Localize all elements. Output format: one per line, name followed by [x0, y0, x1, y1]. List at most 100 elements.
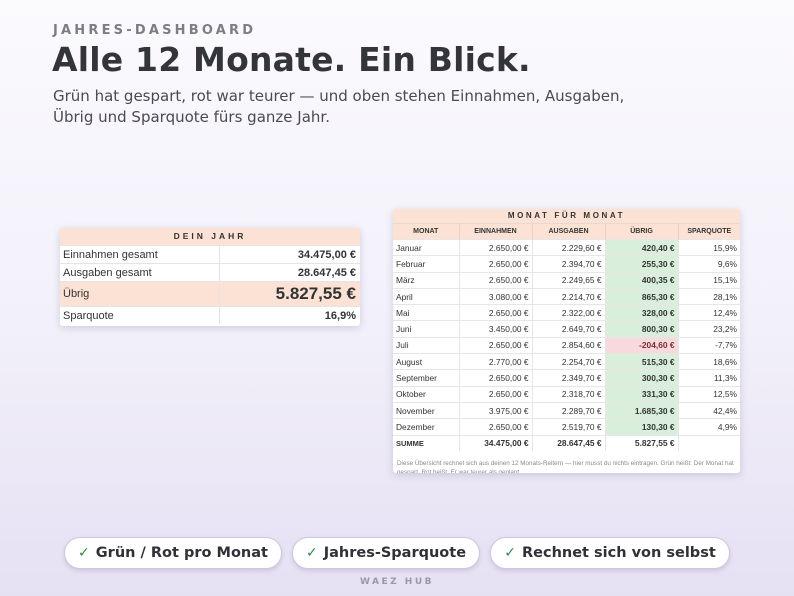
month-cell: Juni [393, 320, 460, 338]
month-row: Juli 2.650,00 €2.854,60 € -204,60 € -7,7% [393, 336, 740, 354]
income-cell: 2.770,00 € [459, 353, 533, 370]
expenses-cell: 2.322,00 € [532, 304, 606, 321]
leftover-cell: 130,30 € [605, 418, 679, 436]
income-cell: 3.080,00 € [459, 287, 533, 305]
expenses-cell: 2.318,70 € [532, 385, 606, 403]
month-table: MONAT EINNAHMEN AUSGABEN ÜBRIG SPARQUOTE… [393, 223, 740, 451]
expenses-cell: 2.649,70 € [532, 320, 606, 338]
leftover-cell: -204,60 € [605, 336, 679, 354]
summary-row-income: Einnahmen gesamt 34.475,00 € [60, 245, 360, 263]
month-row: Februar 2.650,00 €2.394,70 €255,30 €9,6% [393, 255, 740, 273]
column-header-savings-rate: SPARQUOTE [678, 223, 740, 240]
check-icon: ✓ [78, 545, 90, 561]
month-row: November 3.975,00 €2.289,70 €1.685,30 €42… [393, 401, 740, 419]
month-cell: Februar [393, 255, 460, 273]
month-table-title: MONAT FÜR MONAT [393, 209, 740, 223]
expenses-cell: 2.254,70 € [532, 353, 606, 370]
column-header-leftover: ÜBRIG [605, 223, 679, 240]
leftover-cell: 331,30 € [605, 385, 679, 403]
month-cell: November [393, 401, 460, 419]
summary-row-leftover: Übrig 5.827,55 € [60, 281, 360, 306]
feature-pill-savings-rate: ✓ Jahres-Sparquote [292, 537, 480, 569]
income-cell: 2.650,00 € [459, 336, 533, 354]
month-row: April 3.080,00 €2.214,70 €865,30 €28,1% [393, 287, 740, 305]
savings-rate-cell: 15,9% [678, 238, 740, 256]
expenses-cell: 2.394,70 € [532, 255, 606, 273]
month-row: Juni 3.450,00 €2.649,70 €800,30 €23,2% [393, 320, 740, 338]
month-cell: Januar [393, 238, 460, 256]
year-summary-title: DEIN JAHR [60, 228, 360, 245]
feature-pill-auto-calc: ✓ Rechnet sich von selbst [490, 537, 730, 569]
savings-rate-cell: 15,1% [678, 271, 740, 289]
savings-rate-cell: -7,7% [678, 336, 740, 354]
leftover-cell: 515,30 € [605, 353, 679, 370]
savings-rate-cell: 11,3% [678, 369, 740, 387]
savings-rate-cell: 9,6% [678, 255, 740, 273]
summary-label: Sparquote [60, 307, 220, 324]
month-cell: März [393, 271, 460, 289]
feature-label: Rechnet sich von selbst [521, 545, 716, 561]
expenses-cell: 2.349,70 € [532, 369, 606, 387]
month-row: Mai 2.650,00 €2.322,00 €328,00 €12,4% [393, 304, 740, 321]
month-cell: Oktober [393, 385, 460, 403]
sum-expenses: 28.647,45 € [532, 434, 606, 451]
savings-rate-cell: 18,6% [678, 353, 740, 370]
leftover-cell: 865,30 € [605, 287, 679, 305]
income-cell: 2.650,00 € [459, 271, 533, 289]
summary-value: 34.475,00 € [297, 248, 356, 261]
month-row: Januar 2.650,00 €2.229,60 €420,40 €15,9% [393, 238, 740, 256]
savings-rate-cell: 42,4% [678, 401, 740, 419]
check-icon: ✓ [305, 545, 318, 561]
expenses-cell: 2.519,70 € [532, 418, 606, 436]
summary-value: 28.647,45 € [297, 266, 356, 279]
leftover-cell: 800,30 € [605, 320, 679, 338]
income-cell: 2.650,00 € [459, 255, 533, 273]
savings-rate-cell: 12,4% [678, 304, 740, 321]
month-cell: September [393, 369, 460, 387]
savings-rate-cell: 12,5% [678, 385, 740, 403]
savings-rate-cell: 23,2% [678, 320, 740, 338]
summary-value: 16,9% [324, 309, 356, 322]
expenses-cell: 2.249,65 € [532, 271, 606, 289]
expenses-cell: 2.229,60 € [532, 238, 606, 256]
savings-rate-cell: 4,9% [678, 418, 740, 436]
month-cell: Mai [393, 304, 460, 321]
month-row: September 2.650,00 €2.349,70 €300,30 €11,… [393, 369, 740, 387]
month-cell: August [393, 353, 460, 370]
sum-savings-rate [678, 434, 740, 451]
leftover-cell: 1.685,30 € [605, 401, 679, 419]
month-row: Oktober 2.650,00 €2.318,70 €331,30 €12,5% [393, 385, 740, 403]
column-header-income: EINNAHMEN [459, 223, 533, 240]
feature-pill-green-red: ✓ Grün / Rot pro Monat [64, 537, 282, 569]
month-row: August 2.770,00 €2.254,70 €515,30 €18,6% [393, 353, 740, 370]
income-cell: 3.975,00 € [459, 401, 533, 419]
footer-brand: WAEZ HUB [360, 577, 434, 587]
month-row: März 2.650,00 €2.249,65 €400,35 €15,1% [393, 271, 740, 289]
income-cell: 2.650,00 € [459, 418, 533, 436]
sum-leftover: 5.827,55 € [605, 434, 679, 451]
expenses-cell: 2.214,70 € [532, 287, 606, 305]
page-title: Alle 12 Monate. Ein Blick. [52, 40, 531, 79]
column-header-month: MONAT [393, 223, 460, 240]
month-cell: Dezember [393, 418, 460, 436]
income-cell: 3.450,00 € [459, 320, 533, 338]
leftover-cell: 400,35 € [605, 271, 679, 289]
income-cell: 2.650,00 € [459, 238, 533, 256]
summary-label: Einnahmen gesamt [60, 246, 220, 263]
expenses-cell: 2.289,70 € [532, 401, 606, 419]
feature-label: Jahres-Sparquote [323, 545, 467, 561]
summary-row-savings-rate: Sparquote 16,9% [60, 306, 360, 324]
leftover-cell: 300,30 € [605, 369, 679, 387]
year-summary-card: DEIN JAHR Einnahmen gesamt 34.475,00 € A… [60, 228, 360, 326]
month-table-note: Diese Übersicht rechnet sich aus deinen … [397, 459, 734, 473]
expenses-cell: 2.854,60 € [532, 336, 606, 354]
income-cell: 2.650,00 € [459, 369, 533, 387]
summary-label: Ausgaben gesamt [60, 264, 220, 281]
sum-income: 34.475,00 € [459, 434, 533, 451]
month-row: Dezember 2.650,00 €2.519,70 €130,30 €4,9% [393, 418, 740, 436]
leftover-cell: 255,30 € [605, 255, 679, 273]
month-cell: April [393, 287, 460, 305]
summary-label: Übrig [60, 282, 220, 306]
month-table-card: MONAT FÜR MONAT MONAT EINNAHMEN AUSGABEN… [393, 209, 740, 473]
leftover-cell: 420,40 € [605, 238, 679, 256]
